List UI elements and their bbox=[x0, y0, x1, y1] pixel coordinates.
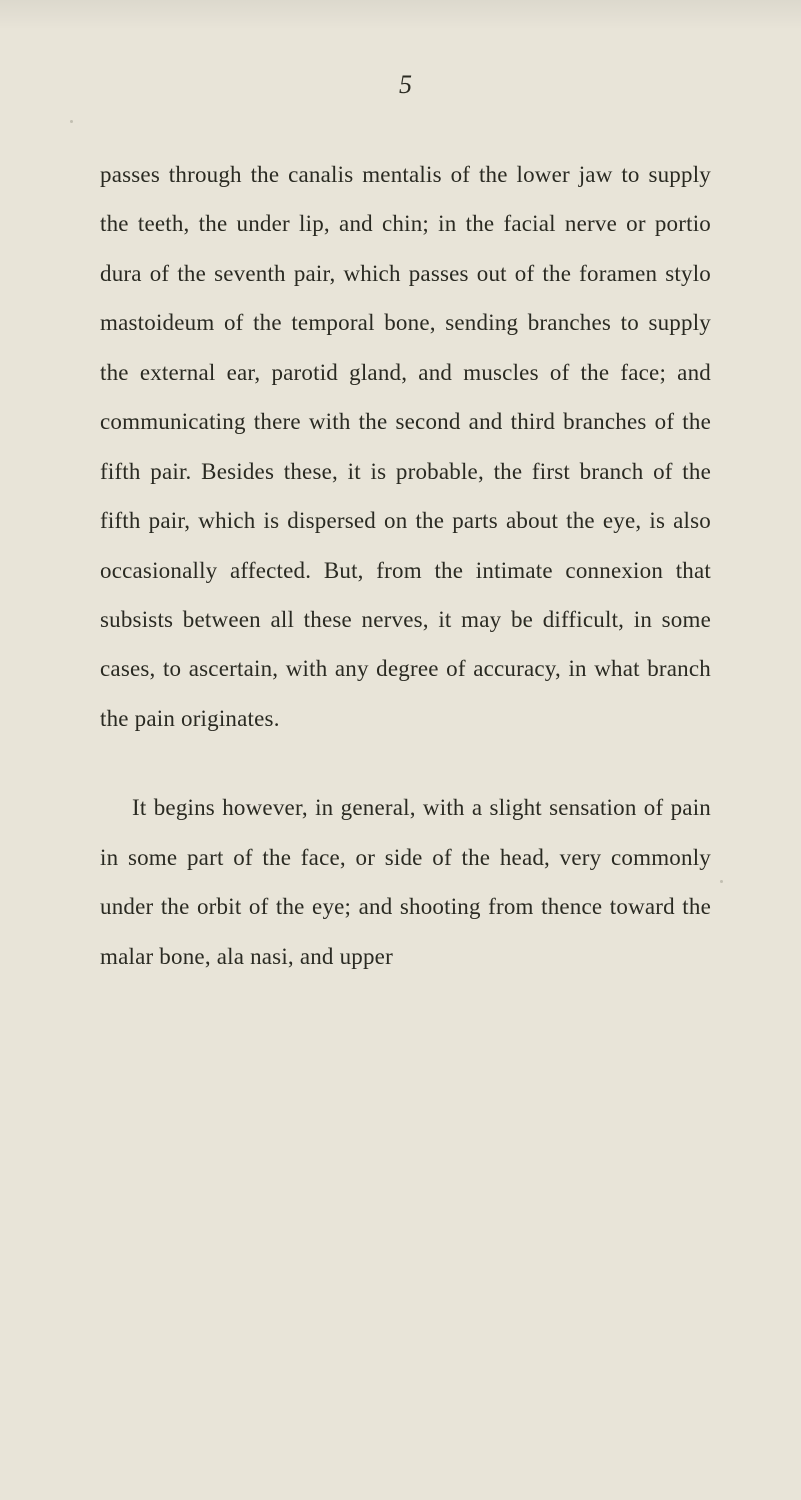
paragraph-1: passes through the canalis mentalis of t… bbox=[100, 150, 711, 743]
paragraph-2: It begins however, in general, with a sl… bbox=[100, 783, 711, 981]
scanned-page: 5 passes through the canalis mentalis of… bbox=[0, 0, 801, 1500]
page-number: 5 bbox=[100, 70, 711, 100]
page-shadow bbox=[0, 0, 801, 30]
paper-speck bbox=[70, 120, 73, 123]
paper-speck bbox=[720, 880, 723, 883]
